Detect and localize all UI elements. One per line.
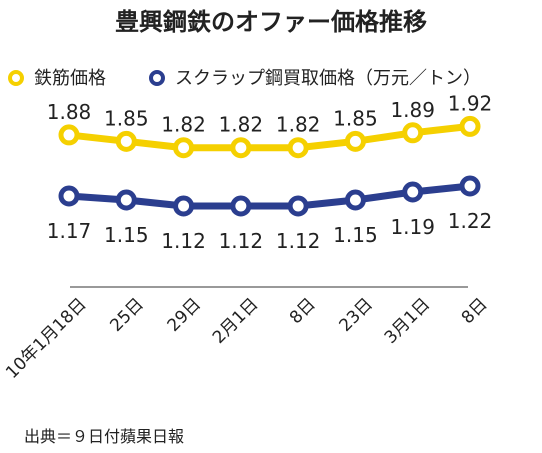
data-label-scrap: 1.12	[161, 229, 206, 253]
data-label-scrap: 1.19	[390, 215, 435, 239]
data-point-rebar	[58, 124, 80, 146]
data-label-scrap: 1.15	[333, 223, 378, 247]
data-point-rebar	[115, 130, 137, 152]
data-label-rebar: 1.88	[47, 100, 92, 124]
data-label-rebar: 1.92	[448, 91, 493, 115]
data-label-rebar: 1.85	[104, 106, 149, 130]
legend-label-scrap: スクラップ鋼買取価格（万元／トン）	[175, 68, 481, 89]
data-label-rebar: 1.89	[390, 98, 435, 122]
data-label-scrap: 1.12	[276, 229, 321, 253]
data-point-rebar	[402, 122, 424, 144]
data-point-scrap	[58, 185, 80, 207]
x-axis-ticks: 10年1月18日 25日 29日 2月1日 8日 23日 3月1日 8日	[2, 294, 491, 382]
legend-marker-rebar	[8, 70, 24, 86]
data-label-scrap: 1.22	[448, 209, 493, 233]
legend-marker-scrap	[149, 70, 165, 86]
x-tick-label: 25日	[106, 294, 147, 335]
data-point-scrap	[230, 195, 252, 217]
data-label-rebar: 1.85	[333, 106, 378, 130]
x-tick-label: 8日	[286, 294, 320, 328]
data-point-rebar	[173, 137, 195, 159]
data-label-rebar: 1.82	[219, 113, 264, 137]
chart-title: 豊興鋼鉄のオファー価格推移	[115, 8, 427, 36]
data-point-rebar	[287, 137, 309, 159]
x-tick-label: 23日	[335, 294, 376, 335]
data-point-rebar	[459, 115, 481, 137]
data-labels: 1.88 1.85 1.82 1.82 1.82 1.85 1.89 1.92 1.17 1.15…	[47, 91, 493, 253]
data-point-scrap	[287, 195, 309, 217]
source-note: 出典＝９日付蘋果日報	[24, 427, 184, 446]
data-point-scrap	[459, 175, 481, 197]
x-tick-label: 10年1月18日	[2, 294, 90, 382]
legend: 鉄筋価格 スクラップ鋼買取価格（万元／トン）	[8, 68, 481, 89]
data-point-scrap	[115, 189, 137, 211]
data-label-scrap: 1.15	[104, 223, 149, 247]
data-label-scrap: 1.12	[219, 229, 264, 253]
series-layer	[58, 115, 481, 217]
data-point-scrap	[344, 189, 366, 211]
data-label-rebar: 1.82	[161, 113, 206, 137]
x-tick-label: 2月1日	[209, 294, 262, 347]
data-point-scrap	[402, 181, 424, 203]
x-tick-label: 29日	[164, 294, 205, 335]
data-point-scrap	[173, 195, 195, 217]
x-tick-label: 8日	[458, 294, 492, 328]
data-label-rebar: 1.82	[276, 113, 321, 137]
data-label-scrap: 1.17	[47, 219, 92, 243]
x-tick-label: 3月1日	[381, 294, 434, 347]
legend-label-rebar: 鉄筋価格	[34, 68, 106, 89]
data-point-rebar	[230, 137, 252, 159]
data-point-rebar	[344, 130, 366, 152]
